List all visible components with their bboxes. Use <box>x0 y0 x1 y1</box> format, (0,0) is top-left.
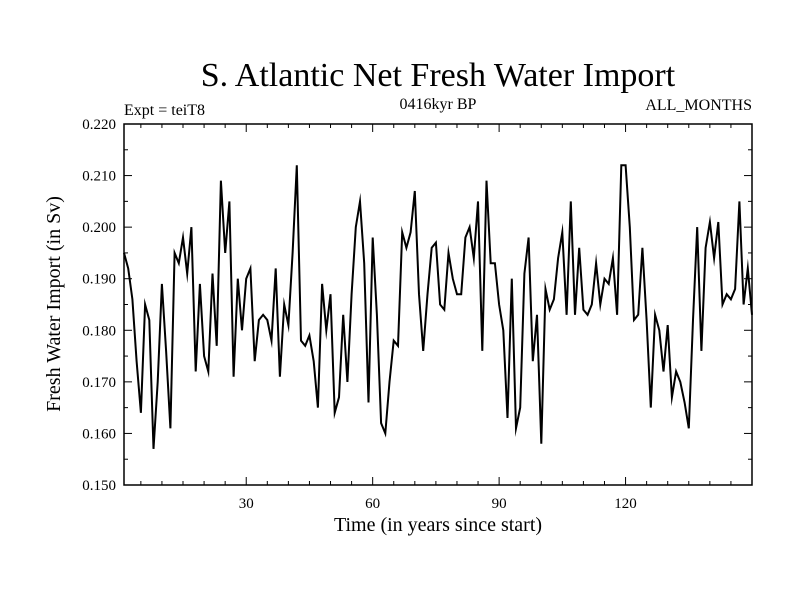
y-tick-label: 0.200 <box>82 220 116 236</box>
x-tick-label: 120 <box>614 496 637 512</box>
x-tick-label: 30 <box>239 496 254 512</box>
series-line <box>123 164 753 449</box>
y-tick-label: 0.190 <box>82 272 116 288</box>
y-tick-label: 0.180 <box>82 323 116 339</box>
y-tick-label: 0.170 <box>82 375 116 391</box>
x-tick-label: 60 <box>365 496 380 512</box>
period-label: 0416kyr BP <box>400 96 477 113</box>
chart-title: S. Atlantic Net Fresh Water Import <box>201 57 676 94</box>
plot-frame <box>123 123 753 486</box>
y-tick-label: 0.210 <box>82 169 116 185</box>
months-label: ALL_MONTHS <box>645 97 752 114</box>
x-tick-label: 90 <box>492 496 507 512</box>
y-axis-label: Fresh Water Import (in Sv) <box>43 196 65 412</box>
y-tick-label: 0.220 <box>82 117 116 133</box>
axis-ticks: 0.150 0.160 0.170 0.180 0.190 0.200 0.210 0.220… <box>82 117 752 512</box>
x-axis-label: Time (in years since start) <box>334 514 542 536</box>
y-tick-label: 0.160 <box>82 426 116 442</box>
y-tick-label: 0.150 <box>82 478 116 494</box>
data-series <box>123 164 753 449</box>
experiment-label: Expt = teiT8 <box>124 102 205 119</box>
